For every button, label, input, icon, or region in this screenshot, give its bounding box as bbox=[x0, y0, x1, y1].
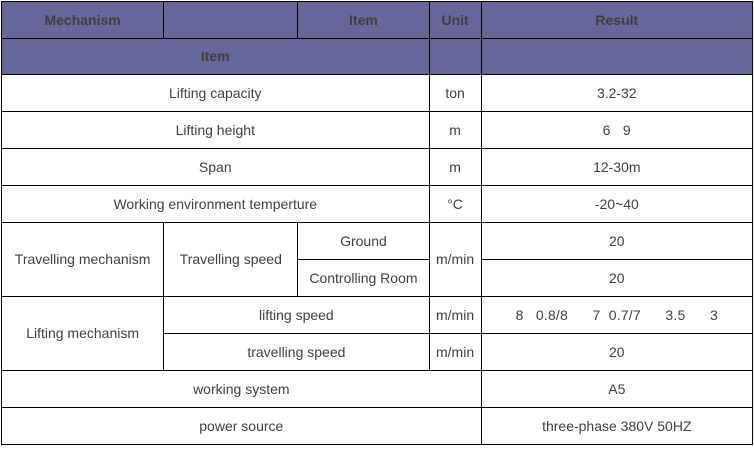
working-system-row: working system A5 bbox=[1, 370, 754, 408]
row-result: 3.2-32 bbox=[480, 74, 754, 112]
row-unit: m bbox=[428, 148, 482, 186]
working-system-result: A5 bbox=[480, 370, 754, 408]
subheader-item: Item bbox=[1, 38, 430, 75]
header-mechanism: Mechanism bbox=[0, 1, 165, 39]
table-row: Lifting capacity ton 3.2-32 bbox=[1, 74, 754, 112]
header-unit: Unit bbox=[428, 1, 482, 39]
power-source-row: power source three-phase 380V 50HZ bbox=[1, 407, 754, 445]
row-unit: ton bbox=[428, 74, 482, 112]
lifting-travelling-speed-unit: m/min bbox=[428, 333, 482, 371]
travelling-mechanism-label: Travelling mechanism bbox=[0, 222, 165, 297]
row-result: 12-30m bbox=[480, 148, 754, 186]
lifting-speed-result: 8 0.8/8 7 0.7/7 3.5 3 bbox=[480, 296, 754, 334]
lifting-mechanism-row-travelling-speed: travelling speed m/min 20 bbox=[2, 333, 754, 371]
header-result: Result bbox=[480, 1, 754, 39]
travelling-sub-label-ground: Ground bbox=[297, 222, 430, 260]
travelling-result-controlling-room: 20 bbox=[480, 259, 754, 297]
table-row: Working environment temperture °C -20~40 bbox=[1, 185, 754, 223]
row-unit: m bbox=[428, 111, 482, 149]
table-row: Lifting height m 6 9 bbox=[1, 111, 754, 149]
power-source-result: three-phase 380V 50HZ bbox=[480, 407, 754, 445]
table-subheader-row: Item bbox=[1, 38, 754, 75]
lifting-mechanism-row-lifting-speed: Lifting mechanism lifting speed m/min 8 … bbox=[0, 296, 754, 371]
row-label: Lifting capacity bbox=[1, 74, 430, 112]
travelling-result-ground: 20 bbox=[480, 222, 754, 260]
lifting-travelling-speed-result: 20 bbox=[480, 333, 754, 371]
travelling-mechanism-row-ground: Travelling mechanism Travelling speed Gr… bbox=[0, 222, 754, 297]
header-blank bbox=[163, 1, 299, 39]
row-result: -20~40 bbox=[480, 185, 754, 223]
subheader-unit bbox=[428, 38, 482, 75]
table-header-row: Mechanism Item Unit Result bbox=[0, 1, 754, 39]
specification-table: Mechanism Item Unit Result Item Lifting … bbox=[0, 1, 754, 445]
travelling-mechanism-row-controlling-room: Controlling Room 20 bbox=[2, 259, 754, 297]
lifting-mechanism-label: Lifting mechanism bbox=[0, 296, 165, 371]
travelling-speed-label: Travelling speed bbox=[163, 222, 299, 297]
row-label: Working environment temperture bbox=[1, 185, 430, 223]
row-unit: °C bbox=[428, 185, 482, 223]
working-system-label: working system bbox=[1, 370, 482, 408]
travelling-unit: m/min bbox=[428, 222, 482, 297]
lifting-travelling-speed-label: travelling speed bbox=[163, 333, 430, 371]
lifting-speed-label: lifting speed bbox=[163, 296, 430, 334]
subheader-result bbox=[480, 38, 754, 75]
row-label: Lifting height bbox=[1, 111, 430, 149]
header-item: Item bbox=[297, 1, 430, 39]
table-row: Span m 12-30m bbox=[1, 148, 754, 186]
power-source-label: power source bbox=[1, 407, 482, 445]
row-result: 6 9 bbox=[480, 111, 754, 149]
row-label: Span bbox=[1, 148, 430, 186]
lifting-speed-unit: m/min bbox=[428, 296, 482, 334]
travelling-sub-label-controlling-room: Controlling Room bbox=[297, 259, 430, 297]
